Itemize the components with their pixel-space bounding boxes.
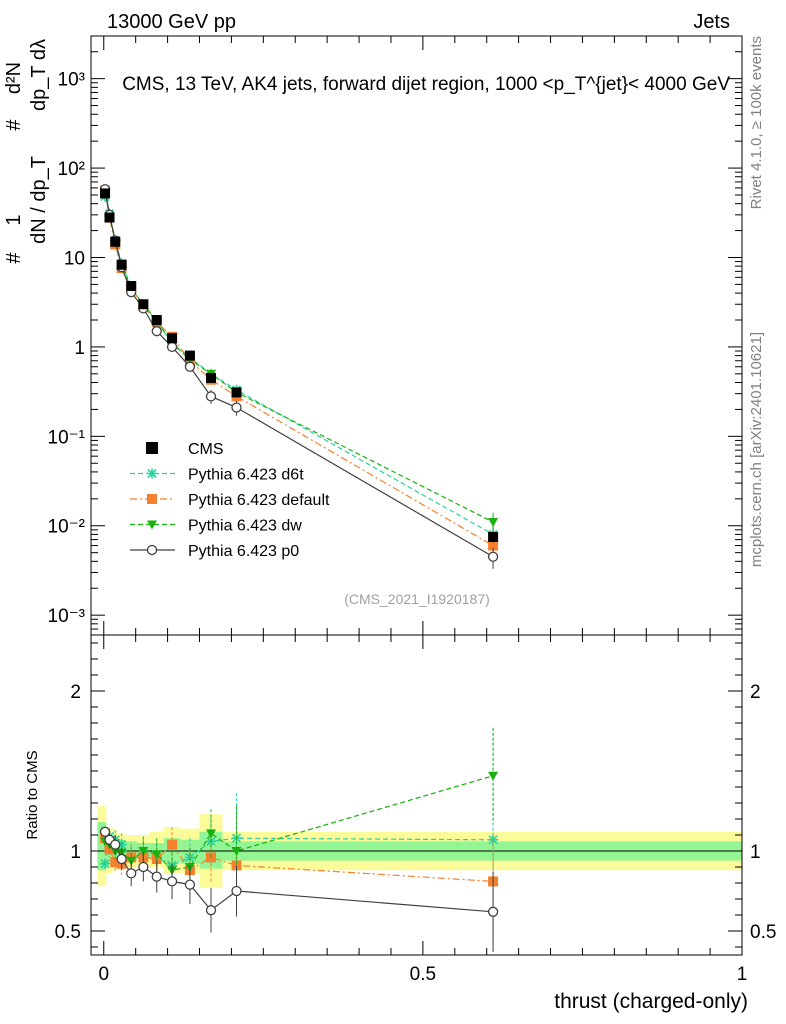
y-tick-label: 10	[64, 248, 85, 269]
y-tick-label: 10⁻²	[48, 517, 86, 538]
ratio-point-p0	[110, 839, 121, 850]
y-tick-label: 10⁻³	[48, 606, 86, 627]
ratio-plot-panel: 0 0.5 10.5 0.51 12 2	[55, 634, 776, 985]
main-plot-panel: 10⁻³ 10⁻² 10⁻¹ 1 10 10² 10³	[48, 35, 743, 636]
data-point-cms	[488, 531, 499, 542]
x-tick-label: 0.5	[410, 964, 436, 985]
legend-marker-default	[147, 494, 157, 504]
ratio-frame	[90, 634, 743, 956]
header-right: Jets	[693, 11, 730, 33]
ylabel-5: #	[3, 119, 25, 131]
ratio-point-p0	[487, 906, 499, 917]
x-tick-label: 1	[737, 964, 748, 985]
ratio-point-dw	[231, 847, 242, 856]
ratio-y-tick-label: 0.5	[55, 922, 81, 943]
ratio-point-p0	[205, 905, 217, 916]
ratio-point-p0	[126, 868, 137, 879]
data-point-cms	[110, 236, 121, 247]
ratio-y-tick-label: 0.5	[750, 922, 776, 943]
data-point-cms	[126, 280, 137, 291]
y-tick-label: 1	[74, 338, 85, 359]
x-tick-label: 0	[98, 964, 109, 985]
ratio-point-dw	[138, 847, 149, 856]
data-point-p0	[487, 551, 499, 562]
ratio-y-axis-label: Ratio to CMS	[24, 750, 41, 839]
data-point-cms	[205, 372, 216, 383]
ylabel-2: dN / dp_T	[28, 156, 50, 244]
ratio-point-p0	[184, 879, 196, 890]
plot-title: CMS, 13 TeV, AK4 jets, forward dijet reg…	[122, 74, 730, 95]
x-axis-label: thrust (charged-only)	[554, 990, 748, 1013]
data-point-cms	[231, 387, 242, 398]
ylabel-1: 1	[3, 214, 25, 225]
ratio-point-p0	[231, 885, 242, 897]
ratio-point-d6t	[116, 839, 127, 850]
ratio-point-default	[167, 839, 178, 850]
data-point-cms	[100, 188, 111, 199]
ylabel-4: d²N	[3, 62, 25, 94]
ratio-y-tick-label: 2	[70, 682, 81, 703]
ratio-y-tick-label: 1	[70, 842, 81, 863]
analysis-id: (CMS_2021_I1920187)	[344, 591, 490, 607]
legend-label: CMS	[188, 441, 224, 458]
header-left: 13000 GeV pp	[107, 11, 236, 33]
legend-marker-dw	[147, 520, 157, 530]
rivet-label: Rivet 4.1.0, ≥ 100k events	[748, 36, 765, 209]
legend-marker-cms	[146, 442, 158, 454]
ratio-y-tick-label: 2	[750, 682, 761, 703]
y-tick-label: 10³	[58, 70, 85, 91]
data-point-cms	[184, 350, 195, 361]
data-point-dw	[488, 518, 499, 528]
legend-label: Pythia 6.423 p0	[188, 543, 299, 560]
data-point-p0	[166, 341, 178, 353]
y-tick-label: 10²	[58, 159, 85, 180]
ratio-point-dw	[151, 850, 162, 860]
data-point-default	[488, 540, 499, 551]
data-point-cms	[138, 299, 149, 310]
ratio-point-default	[110, 857, 121, 868]
legend-marker-p0	[146, 544, 158, 556]
series-line-d6t	[104, 196, 494, 535]
main-y-axis-label: 1 dN / dp_T # d²N # dp_T dλ	[3, 39, 50, 264]
data-point-cms	[116, 259, 127, 270]
ratio-point-p0	[166, 876, 178, 887]
data-point-p0	[184, 361, 196, 372]
mcplots-label: mcplots.cern.ch [arXiv:2401.10621]	[748, 332, 765, 567]
ratio-point-d6t	[100, 858, 111, 869]
y-tick-label: 10⁻¹	[48, 427, 86, 448]
legend-label: Pythia 6.423 d6t	[188, 467, 304, 484]
legend-marker-d6t	[147, 468, 157, 479]
legend: CMS Pythia 6.423 d6t Pythia 6.423 default P…	[130, 441, 330, 560]
ratio-point-dw	[488, 771, 499, 781]
ratio-band-inner	[97, 822, 107, 871]
data-point-cms	[167, 333, 178, 344]
ratio-point-p0	[138, 861, 149, 873]
data-point-p0	[205, 391, 217, 402]
data-point-cms	[104, 212, 115, 223]
ylabel-3: #	[3, 252, 25, 264]
ratio-point-p0	[116, 853, 127, 865]
ratio-point-p0	[151, 871, 162, 882]
data-point-p0	[231, 402, 242, 413]
ratio-y-tick-label: 1	[750, 842, 761, 863]
data-point-cms	[151, 314, 162, 325]
data-point-p0	[151, 326, 162, 337]
ylabel-6: dp_T dλ	[28, 39, 50, 111]
legend-label: Pythia 6.423 default	[188, 492, 330, 509]
legend-label: Pythia 6.423 dw	[188, 518, 302, 535]
ratio-point-dw	[205, 829, 216, 839]
